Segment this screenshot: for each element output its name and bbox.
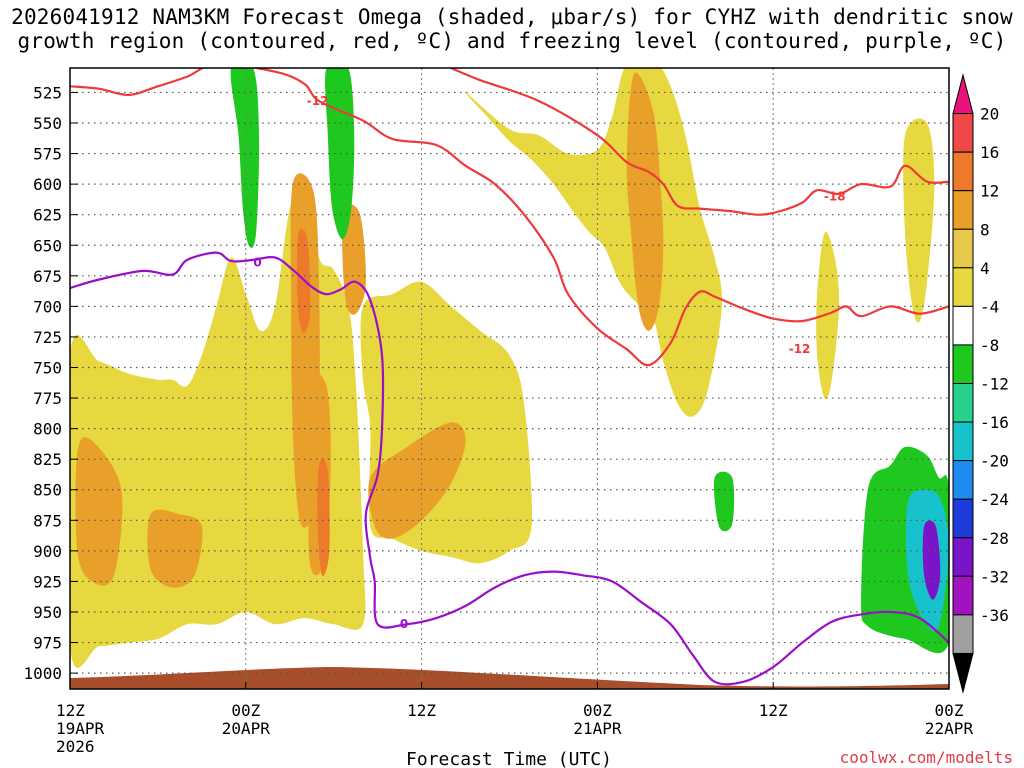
x-tick-label: 12Z xyxy=(56,701,85,720)
colorbar-label: -32 xyxy=(980,567,1009,586)
y-tick-label: 725 xyxy=(33,328,62,347)
y-tick-label: 625 xyxy=(33,206,62,225)
colorbar-bin-12 xyxy=(952,537,974,577)
colorbar-label: -20 xyxy=(980,452,1009,471)
omega-region-15 xyxy=(325,68,355,240)
colorbar-bin-11 xyxy=(952,498,974,539)
omega-region-3 xyxy=(816,231,840,400)
colorbar-label: 12 xyxy=(980,182,999,201)
contour-lines xyxy=(70,68,949,686)
y-axis: 525 550 575 600 625 650 675 700 725 750 775 800 825 8… xyxy=(23,83,78,683)
colorbar-bin-8 xyxy=(952,383,974,423)
y-tick-label: 550 xyxy=(33,114,62,133)
colorbar-bin-10 xyxy=(952,460,974,500)
colorbar-label: 16 xyxy=(980,143,999,162)
contour-label-3: 0 xyxy=(253,255,261,269)
colorbar-bin-13 xyxy=(952,575,974,616)
y-tick-label: 825 xyxy=(33,450,62,469)
dendritic-lower-line xyxy=(450,68,949,216)
y-tick-label: 700 xyxy=(33,297,62,316)
chart-title-line2: growth region (contoured, red, ºC) and f… xyxy=(17,29,1007,53)
colorbar-bin-2 xyxy=(952,151,974,192)
colorbar-label: 20 xyxy=(980,105,999,124)
colorbar-label: -36 xyxy=(980,606,1009,625)
freezing-level-line xyxy=(70,251,949,686)
omega-region-8 xyxy=(147,509,203,588)
colorbar-label: 4 xyxy=(980,259,990,278)
y-tick-label: 850 xyxy=(33,481,62,500)
contour-label-4: 0 xyxy=(400,617,408,631)
y-tick-label: 950 xyxy=(33,603,62,622)
x-tick-label: 00Z xyxy=(935,701,964,720)
colorbar-bin-14 xyxy=(952,614,974,654)
x-axis-label: Forecast Time (UTC) xyxy=(406,749,612,768)
x-tick-label: 2026 xyxy=(56,737,95,756)
omega-region-5 xyxy=(626,72,664,331)
y-tick-label: 875 xyxy=(33,511,62,530)
colorbar-bin-9 xyxy=(952,421,974,462)
contour-label-2: -12 xyxy=(789,342,811,356)
omega-region-19 xyxy=(922,520,941,600)
colorbar-bin-5 xyxy=(952,267,974,307)
y-tick-label: 575 xyxy=(33,145,62,164)
y-tick-label: 925 xyxy=(33,572,62,591)
colorbar-label: -8 xyxy=(980,336,999,355)
colorbar-bin-6 xyxy=(952,305,974,346)
colorbar-label: -28 xyxy=(980,529,1009,548)
x-tick-label: 00Z xyxy=(583,701,612,720)
x-tick-label: 21APR xyxy=(573,719,622,738)
y-tick-label: 900 xyxy=(33,542,62,561)
omega-region-14 xyxy=(230,68,260,249)
y-tick-label: 1000 xyxy=(23,664,62,683)
colorbar-bin-7 xyxy=(952,344,974,384)
x-tick-label: 19APR xyxy=(56,719,105,738)
x-tick-label: 12Z xyxy=(759,701,788,720)
colorbar-bin-1 xyxy=(952,113,974,153)
x-tick-label: 12Z xyxy=(407,701,436,720)
omega-region-13 xyxy=(317,459,330,577)
chart-title-line1: 2026041912 NAM3KM Forecast Omega (shaded… xyxy=(11,5,1013,29)
colorbar-bin-3 xyxy=(952,190,974,230)
colorbar-label: -16 xyxy=(980,413,1009,432)
omega-region-17 xyxy=(713,471,735,532)
colorbar-bin-0 xyxy=(952,73,974,115)
terrain-ground xyxy=(70,667,949,689)
x-tick-label: 22APR xyxy=(925,719,974,738)
omega-region-11 xyxy=(341,204,366,315)
y-tick-label: 525 xyxy=(33,83,62,102)
dendritic-upper-line xyxy=(70,68,949,367)
plot-frame xyxy=(69,67,950,690)
omega-region-6 xyxy=(368,422,466,539)
x-tick-label: 00Z xyxy=(231,701,260,720)
y-tick-label: 775 xyxy=(33,389,62,408)
contour-label-0: -12 xyxy=(307,94,329,108)
y-tick-label: 975 xyxy=(33,634,62,653)
y-tick-label: 750 xyxy=(33,358,62,377)
colorbar-label: 8 xyxy=(980,220,990,239)
colorbar-bin-4 xyxy=(952,228,974,269)
contour-labels: -12 -18 -12 0 0 xyxy=(253,94,845,631)
credit-text: coolwx.com/modelts xyxy=(840,748,1013,767)
colorbar-label: -12 xyxy=(980,375,1009,394)
y-tick-label: 600 xyxy=(33,175,62,194)
colorbar: 20 16 12 8 4 -4 -8 -12 -16 -20 -24 -28 -32 -36 xyxy=(952,73,1009,694)
y-tick-label: 675 xyxy=(33,267,62,286)
y-tick-label: 650 xyxy=(33,236,62,255)
colorbar-label: -4 xyxy=(980,297,999,316)
y-tick-label: 800 xyxy=(33,420,62,439)
contour-label-1: -18 xyxy=(824,189,846,203)
colorbar-bin-15 xyxy=(952,652,974,694)
omega-region-7 xyxy=(75,437,123,586)
x-tick-label: 20APR xyxy=(222,719,271,738)
colorbar-label: -24 xyxy=(980,490,1009,509)
